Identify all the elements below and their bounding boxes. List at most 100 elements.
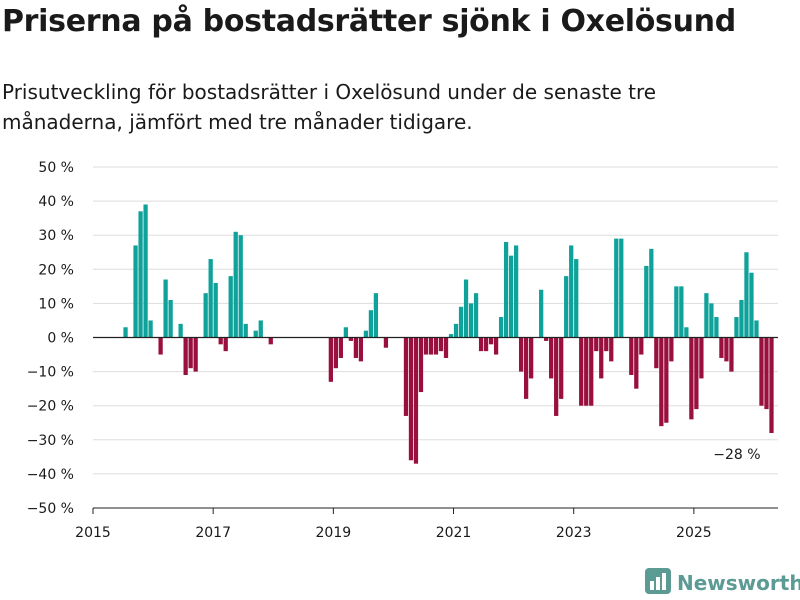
bar [649,248,654,338]
bar [584,337,589,406]
bar [228,276,233,338]
newsworthy-logo: Newsworthy [645,568,800,598]
bar [138,211,143,338]
bar [739,299,744,338]
bar [188,337,193,369]
bar [408,337,414,461]
x-tick-label: 2015 [75,525,111,541]
bar [453,323,459,338]
bar [368,310,374,338]
bar [554,337,559,416]
bar [213,282,218,338]
bar [208,259,213,338]
bar [634,337,639,389]
y-tick-label: 0 % [47,331,74,347]
bar [148,320,153,338]
bar [704,293,709,338]
bar [674,286,679,338]
bar [719,337,724,358]
bar [549,337,554,379]
bar [544,337,549,341]
bar [358,337,364,362]
bar [473,293,479,338]
bar [589,337,594,406]
bar [599,337,604,379]
bar [679,286,684,338]
bar [519,337,524,372]
bar [689,337,694,420]
bar [498,317,504,338]
bar [579,337,584,406]
bar [403,337,409,416]
bar [754,320,759,338]
bar [669,337,674,362]
bar [539,289,544,338]
bar [143,204,148,338]
bar [699,337,704,379]
bar [348,337,354,341]
axes: 50 % 40 % 30 % 20 % 10 % 0 % −10 % −20 % −30 % −4… [27,160,778,541]
bar [158,337,163,355]
bar [428,337,434,355]
chart-title: Priserna på bostadsrätter sjönk i Oxelös… [2,4,736,39]
bar [684,327,689,338]
bar [664,337,669,423]
bar-chart-logo-icon [645,568,671,598]
bar [183,337,188,376]
bar [233,231,238,338]
bar [443,337,449,358]
bar [614,238,619,338]
bar [258,320,263,338]
bar [413,337,419,464]
bar [764,337,769,410]
last-value-annotation: −28 % [713,447,760,463]
bar [433,337,439,355]
y-tick-label: −40 % [27,467,74,483]
bar [243,323,248,338]
y-tick-label: −50 % [27,501,74,517]
bar [769,337,774,433]
bars [123,204,774,464]
bar [123,327,128,338]
bar [724,337,729,362]
y-tick-label: 20 % [38,262,74,278]
x-tick-label: 2021 [436,525,472,541]
bar [594,337,599,352]
bar [133,245,138,338]
bar [694,337,699,410]
bar [524,337,529,399]
y-tick-label: −10 % [27,365,74,381]
bar [749,272,754,338]
bar [714,317,719,338]
bar [363,330,369,338]
bar [609,337,614,362]
chart-subtitle: Prisutveckling för bostadsrätter i Oxelö… [2,80,657,134]
y-tick-label: −20 % [27,399,74,415]
bar [503,242,509,338]
bar [639,337,644,355]
bar [478,337,484,352]
bar [383,337,389,348]
bar [468,303,474,338]
bar [508,255,514,338]
bar [559,337,564,399]
bar [168,299,173,338]
bar [203,293,208,338]
bar [759,337,764,406]
y-tick-label: 30 % [38,228,74,244]
brand-name: Newsworthy [677,571,800,595]
bar [423,337,429,355]
bar [338,337,343,358]
bar [569,245,574,338]
bar [659,337,664,427]
bar [744,252,749,338]
y-tick-label: 40 % [38,194,74,210]
bar [644,265,649,338]
bar [729,337,734,372]
x-tick-label: 2017 [195,525,231,541]
bar [493,337,499,355]
x-tick-label: 2023 [556,525,592,541]
bar [709,303,714,338]
bar [448,334,454,338]
